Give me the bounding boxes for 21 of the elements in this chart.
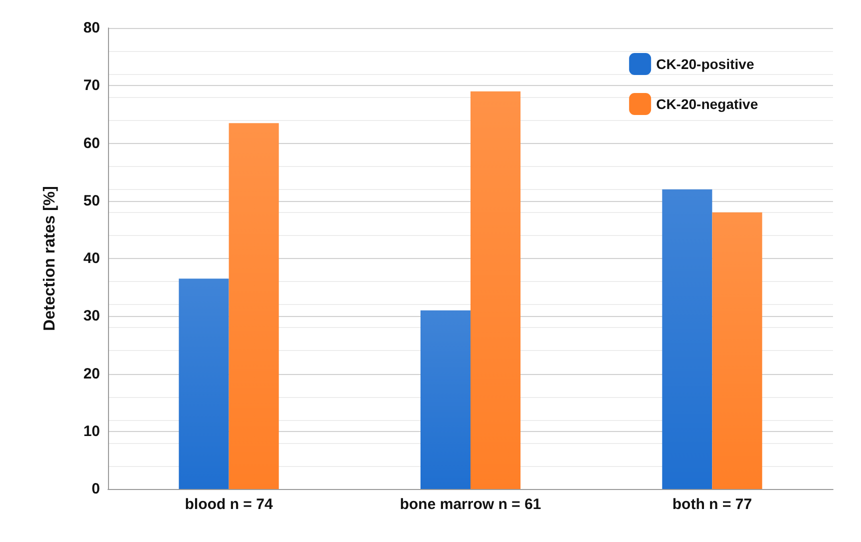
bar xyxy=(712,212,762,489)
y-tick-label: 50 xyxy=(83,192,100,210)
x-tick-label: bone marrow n = 61 xyxy=(400,496,542,513)
bar xyxy=(470,91,520,489)
bar xyxy=(178,278,229,489)
y-tick-label: 10 xyxy=(83,422,100,440)
legend-label: CK-20-negative xyxy=(656,96,758,112)
y-tick-label: 70 xyxy=(83,77,100,94)
y-tick-label: 40 xyxy=(83,250,100,267)
bar xyxy=(662,189,712,489)
y-tick-label: 20 xyxy=(83,365,100,382)
x-tick-label: blood n = 74 xyxy=(184,496,274,513)
legend-label: CK-20-positive xyxy=(656,56,754,72)
bar xyxy=(228,123,279,489)
bar xyxy=(420,310,470,489)
y-tick-label: 80 xyxy=(83,20,100,36)
y-tick-label: 60 xyxy=(83,134,100,152)
y-tick-label: 30 xyxy=(83,308,100,325)
y-axis-title: Detection rates [%] xyxy=(42,186,58,331)
x-tick-label: both n = 77 xyxy=(672,496,752,513)
y-tick-label: 0 xyxy=(92,480,100,498)
